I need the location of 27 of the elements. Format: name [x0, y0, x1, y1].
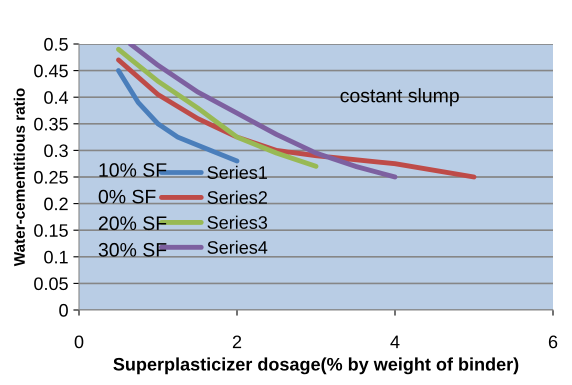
- legend-label: Series2: [207, 190, 267, 204]
- y-tick-label: 0.05: [34, 277, 68, 290]
- legend-label: Series3: [207, 216, 268, 229]
- legend-label: Series4: [207, 240, 268, 254]
- x-tick-label: 2: [232, 335, 242, 348]
- y-tick-label: 0.4: [44, 91, 68, 104]
- y-tick-label: 0.35: [34, 118, 68, 131]
- y-tick-label: 0.2: [44, 198, 68, 210]
- y-tick-label: 0.3: [44, 144, 68, 158]
- x-tick-label: 0: [74, 335, 84, 348]
- x-tick-label: 4: [390, 336, 400, 348]
- annotation: 0% SF: [98, 190, 156, 204]
- line-series: [116, 68, 240, 164]
- annotation: 30% SF: [98, 242, 166, 257]
- y-tick-label: 0.15: [34, 224, 68, 237]
- legend-label: Series1: [207, 166, 267, 179]
- y-tick-label: 0.25: [34, 170, 68, 184]
- annotation: 10% SF: [99, 163, 166, 177]
- annotation: 20% SF: [98, 216, 166, 230]
- y-tick-label: 0.45: [34, 64, 68, 78]
- x-axis-title: Superplasticizer dosage(% by weight of binder): [113, 357, 518, 374]
- y-tick-label: 0.1: [44, 250, 68, 264]
- y-tick-label: 0.5: [44, 38, 68, 51]
- annotation: costant slump: [340, 88, 459, 106]
- y-tick-label: 0: [59, 304, 68, 317]
- x-tick-label: 6: [548, 335, 558, 348]
- y-axis-title: Water-cementitious ratio: [14, 88, 25, 266]
